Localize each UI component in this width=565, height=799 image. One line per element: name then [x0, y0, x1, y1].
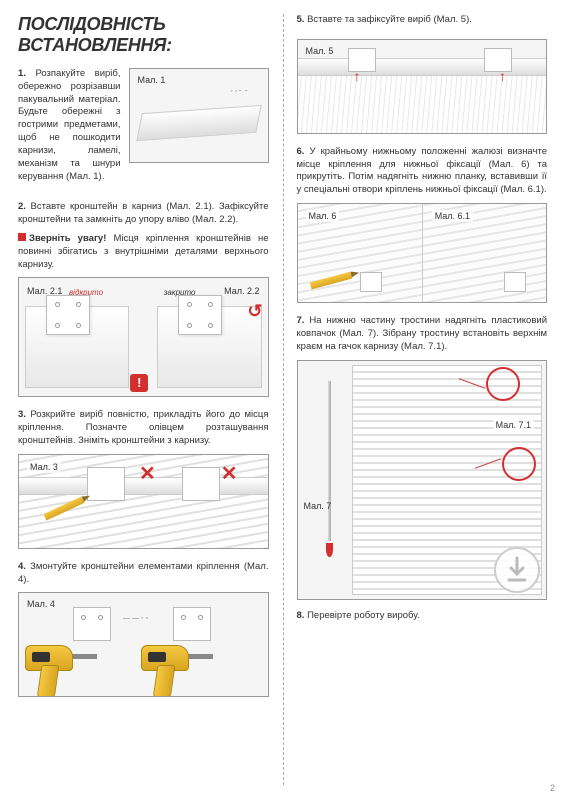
lower-clip-61: [504, 272, 526, 292]
step-6-num: 6.: [297, 146, 305, 157]
bracket-box-left: [25, 306, 129, 388]
page-number: 2: [550, 783, 555, 793]
step-4-body: Змонтуйте кронштейни елементами кріпленн…: [18, 561, 269, 585]
figure-22-label: Мал. 2.2: [224, 286, 259, 296]
figure-5-label: Мал. 5: [306, 46, 334, 56]
figure-2: Мал. 2.1 Мал. 2.2 відкрито закрито ↺ !: [18, 277, 269, 397]
figure-7-label: Мал. 7: [304, 501, 332, 511]
arrow-icon: ↺: [247, 301, 262, 322]
step-5-text: 5. Вставте та зафіксуйте виріб (Мал. 5).: [297, 14, 548, 27]
figure-6: Мал. 6 Мал. 6.1: [297, 203, 548, 303]
small-parts-icon: ◦ ◦ ╴ ╴: [230, 87, 249, 95]
screws-icon: — — ◦ ◦: [123, 615, 148, 622]
bracket-open: [46, 295, 90, 335]
arrow-up-2-icon: ↑: [499, 68, 506, 84]
step-6-text: 6. У крайньому нижньому положенні жалюзі…: [297, 146, 548, 197]
bracket-mark-2: [182, 467, 220, 501]
rail-illustration: [136, 105, 261, 141]
step-8-body: Перевірте роботу виробу.: [307, 610, 420, 621]
x-mark-1-icon: ✕: [139, 461, 156, 486]
step-7-text: 7. На нижню частину тростини надягніть п…: [297, 315, 548, 353]
bracket-box-right: ↺: [157, 306, 261, 388]
column-divider: [283, 14, 284, 785]
step-8-text: 8. Перевірте роботу виробу.: [297, 610, 548, 623]
left-column: ПОСЛІДОВНІСТЬ ВСТАНОВЛЕННЯ: 1. Розпакуйт…: [0, 0, 283, 799]
figure-4-label: Мал. 4: [27, 599, 55, 609]
figure-6-label: Мал. 6: [306, 210, 340, 222]
figure-1-label: Мал. 1: [138, 75, 166, 85]
step-3-num: 3.: [18, 409, 26, 420]
fig6-divider: [422, 204, 423, 302]
step-3-body: Розкрийте виріб повністю, прикладіть йог…: [18, 409, 269, 446]
step-8-num: 8.: [297, 610, 305, 621]
figure-71-label: Мал. 7.1: [493, 419, 534, 431]
download-badge-icon: [494, 547, 540, 593]
bracket-closed: [178, 295, 222, 335]
step-1-row: 1. Розпакуйте виріб, обережно розрізавши…: [18, 68, 269, 189]
drill-2-icon: [141, 645, 216, 697]
step-2-text: 2. Вставте кронштейн в карниз (Мал. 2.1)…: [18, 201, 269, 227]
figure-21-label: Мал. 2.1: [27, 286, 62, 296]
figure-5: Мал. 5 ↑ ↑: [297, 39, 548, 134]
x-mark-2-icon: ✕: [221, 461, 238, 486]
step-2-num: 2.: [18, 201, 26, 212]
figure-7: Мал. 7 Мал. 7.1: [297, 360, 548, 600]
figure-61-label: Мал. 6.1: [432, 210, 473, 222]
figure-3: Мал. 3 ✕ ✕: [18, 454, 269, 549]
page-title: ПОСЛІДОВНІСТЬ ВСТАНОВЛЕННЯ:: [18, 14, 269, 56]
step-1-body: Розпакуйте виріб, обережно розрізавши па…: [18, 68, 121, 182]
callout-circle-1: [486, 367, 520, 401]
step-5-num: 5.: [297, 14, 305, 25]
step-1-text: 1. Розпакуйте виріб, обережно розрізавши…: [18, 68, 121, 183]
step-5-body: Вставте та зафіксуйте виріб (Мал. 5).: [307, 14, 472, 25]
step-7-num: 7.: [297, 315, 305, 326]
right-column: 5. Вставте та зафіксуйте виріб (Мал. 5).…: [283, 0, 565, 799]
side-bracket-5a: [348, 48, 376, 72]
rod-icon: [328, 381, 331, 541]
bracket-mount-1: [73, 607, 111, 641]
figure-3-label: Мал. 3: [27, 461, 61, 473]
figure-1: Мал. 1 ◦ ◦ ╴ ╴: [129, 68, 269, 163]
side-bracket-5b: [484, 48, 512, 72]
bracket-mark-1: [87, 467, 125, 501]
step-6-body: У крайньому нижньому положенні жалюзі ви…: [297, 146, 548, 195]
attention-label: Зверніть увагу!: [29, 233, 106, 244]
step-4-num: 4.: [18, 561, 26, 572]
step-2-attention: Зверніть увагу! Місця кріплення кронштей…: [18, 233, 269, 271]
step-2-body: Вставте кронштейн в карниз (Мал. 2.1). З…: [18, 201, 269, 225]
step-1-num: 1.: [18, 68, 26, 79]
step-7-body: На нижню частину тростини надягніть плас…: [297, 315, 548, 352]
rod-tip-icon: [326, 543, 333, 557]
attention-marker-icon: [18, 233, 26, 241]
figure-4: Мал. 4 — — ◦ ◦: [18, 592, 269, 697]
step-4-text: 4. Змонтуйте кронштейни елементами кріпл…: [18, 561, 269, 587]
arrow-up-1-icon: ↑: [354, 68, 361, 84]
warning-badge-icon: !: [130, 374, 148, 392]
bracket-mount-2: [173, 607, 211, 641]
callout-circle-2: [502, 447, 536, 481]
drill-1-icon: [25, 645, 100, 697]
step-3-text: 3. Розкрийте виріб повністю, прикладіть …: [18, 409, 269, 447]
lower-clip-6: [360, 272, 382, 292]
